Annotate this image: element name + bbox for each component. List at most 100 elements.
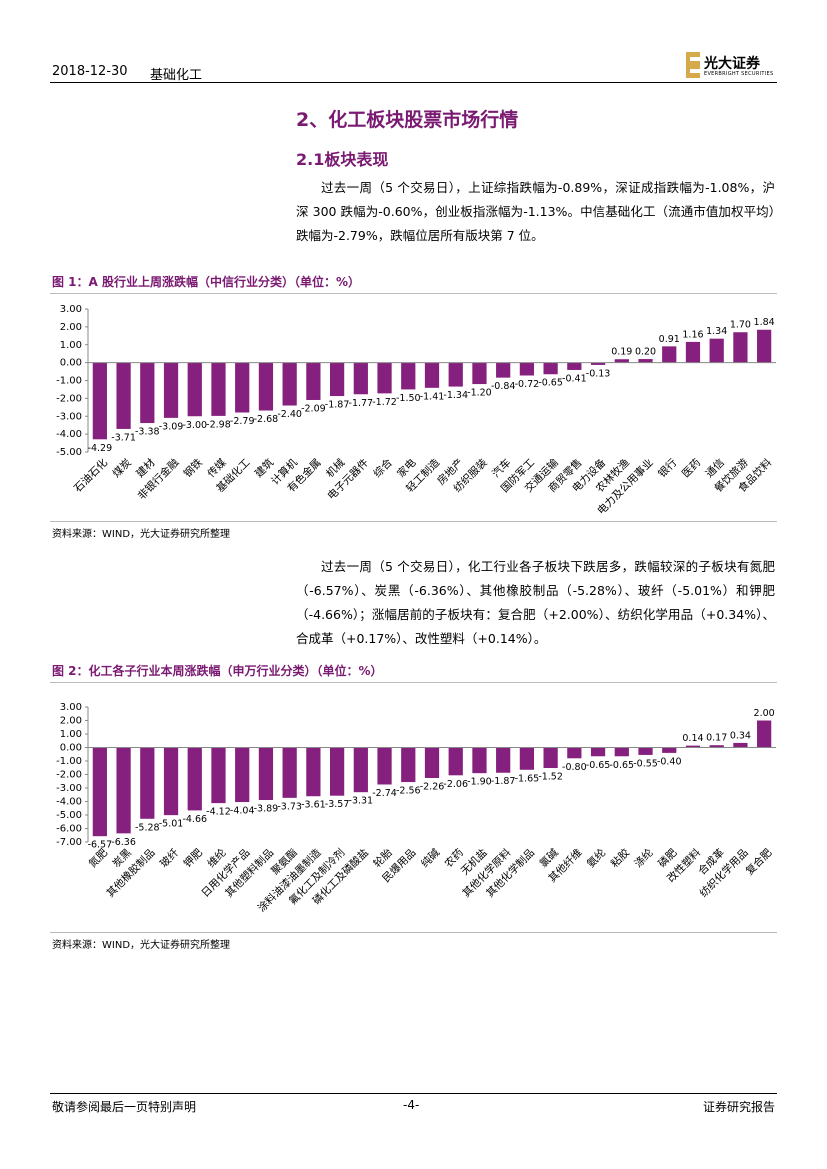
value-label: 2.00 [754,708,775,719]
bar [187,747,202,811]
bar [235,362,250,413]
value-label: -2.79 [230,416,255,427]
value-label: -1.87 [325,400,350,411]
value-label: -3.31 [349,796,374,807]
bar [92,362,107,440]
x-tick-label: 玻纤 [157,846,181,870]
bar [709,338,724,363]
value-label: -1.41 [420,391,445,402]
bar [306,362,321,400]
y-tick-label: -3.00 [56,783,82,794]
value-label: -1.90 [467,777,492,788]
x-tick-label: 钾肥 [181,846,205,870]
value-label: -4.29 [88,443,113,454]
value-label: 0.14 [682,733,703,744]
bar [733,332,748,363]
y-tick-label: -7.00 [56,837,82,848]
value-label: 0.17 [706,733,727,744]
bar [235,747,250,803]
value-label: -2.09 [301,403,326,414]
x-tick-label: 纯碱 [418,846,442,870]
bar [519,362,535,376]
value-label: -1.87 [491,776,516,787]
logo-text: 光大证券 [704,56,760,72]
value-label: -4.04 [230,806,255,817]
paragraph: 过去一周（5 个交易日），化工行业各子板块下跌居多，跌幅较深的子板块有氮肥（-6… [296,559,775,646]
value-label: -3.00 [182,420,207,431]
y-tick-label: 0.00 [60,743,82,754]
y-tick-label: 1.00 [60,729,82,740]
value-label: 1.84 [754,317,775,328]
x-tick-label: 医药 [680,457,703,480]
bar [448,747,463,776]
value-label: -0.40 [657,756,682,767]
bar [638,359,653,363]
footer-rule [50,1093,777,1094]
bar [401,362,416,390]
value-label: -5.28 [135,822,160,833]
figure-caption: 图 1：A 股行业上周涨跌幅（中信行业分类）（单位：%） [52,275,361,289]
value-label: -1.72 [372,397,397,408]
value-label: -2.74 [372,788,397,799]
y-tick-label: 2.00 [60,716,82,727]
value-label: -3.73 [277,801,302,812]
value-label: -0.55 [633,758,658,769]
value-label: 0.34 [730,730,751,741]
bar [211,747,226,804]
caption-rule [50,682,777,683]
value-label: -6.36 [111,837,136,848]
figure-caption: 图 2：化工各子行业本周涨跌幅（申万行业分类）（单位：%） [52,664,383,678]
x-tick-label: 涤纶 [632,846,656,870]
value-label: -3.09 [159,421,184,432]
bar [543,747,558,769]
bar [543,362,558,375]
value-label: -2.56 [396,786,421,797]
bar [140,747,155,819]
section-title: 2、化工板块股票市场行情 [296,109,519,131]
y-tick-label: -4.00 [56,797,82,808]
value-label: 0.19 [611,347,632,358]
y-tick-label: 3.00 [60,304,82,315]
value-label: -6.57 [88,840,113,851]
bar [116,362,131,429]
logo-icon [686,52,700,78]
bar [282,747,297,798]
bar [472,362,487,385]
value-label: -2.68 [254,414,279,425]
chart: 3.00 2.00 1.00 0.00 -1.00 -2.00 -3.00 -4.00 -5.0… [56,304,776,517]
y-tick-label: -4.00 [56,429,82,440]
value-label: -2.98 [206,419,231,430]
value-label: -0.80 [562,762,587,773]
value-label: -1.52 [538,772,563,783]
header-sector: 基础化工 [150,68,203,83]
value-label: 1.70 [730,320,751,331]
value-label: -3.61 [301,800,326,811]
bar [92,747,107,837]
value-label: -4.66 [182,814,207,825]
bar [496,362,511,378]
value-label: -1.34 [443,390,468,401]
bar [496,747,511,773]
y-tick-label: -1.00 [56,376,82,387]
y-tick-label: 3.00 [60,702,82,713]
bar [614,359,629,363]
y-tick-label: -5.00 [56,810,82,821]
value-label: -2.06 [443,779,468,790]
bar [329,747,345,796]
value-label: -3.89 [254,804,279,815]
bar [163,362,179,418]
bar [187,362,202,417]
bar [757,329,772,363]
figure-source: 资料来源：WIND，光大证券研究所整理 [52,529,231,540]
bar [140,362,155,424]
bar [685,745,701,748]
value-label: -0.13 [586,368,611,379]
x-tick-label: 粘胶 [608,846,632,870]
bar [424,747,440,779]
value-label: -1.50 [396,393,421,404]
bar [282,362,297,406]
bar [401,747,416,783]
logo-english: EVERBRIGHT SECURITIES [704,71,774,77]
bar [472,747,487,774]
figure-source: 资料来源：WIND，光大证券研究所整理 [52,940,231,951]
